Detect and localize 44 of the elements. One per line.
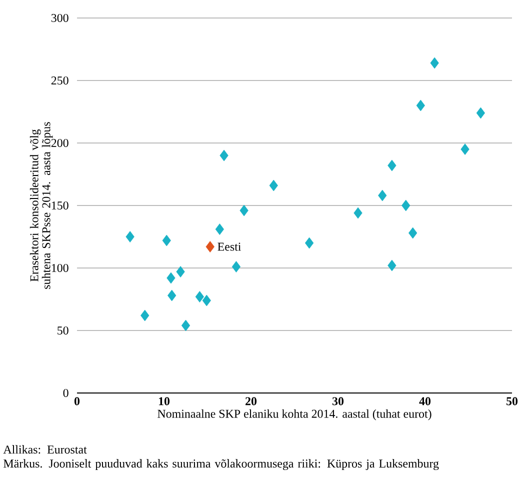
x-tick-label: 20 [246, 397, 257, 406]
text: Märkus. Jooniselt puuduvad kaks suurima võlakoormusega riiki: Küpros ja Luksemburg [4, 459, 439, 470]
x-tick-label: 50 [506, 397, 518, 406]
point [206, 241, 214, 252]
point [195, 291, 204, 302]
point [354, 207, 362, 219]
point [416, 100, 425, 112]
point [388, 260, 396, 272]
x-tick-label: 40 [419, 397, 431, 406]
point [430, 57, 439, 69]
y-tick-label: 50 [58, 326, 68, 335]
point [181, 320, 190, 332]
y-tick-label: 100 [52, 264, 68, 272]
series-label: Eesti [218, 242, 241, 251]
point [176, 266, 185, 278]
y-tick-label: 150 [52, 201, 68, 210]
point [126, 231, 134, 242]
x-tick-label: 30 [332, 397, 344, 406]
text: Allikas: Eurostat [3, 445, 87, 454]
point [304, 237, 314, 249]
point [460, 144, 470, 155]
point [408, 227, 418, 239]
y-axis-title: Erasektori konsolideeritud võlg suhtena SKPsse 2014. aasta lõpus [30, 122, 53, 289]
point [240, 204, 248, 216]
point [168, 290, 176, 302]
point [220, 150, 228, 162]
point [215, 224, 224, 235]
point [269, 180, 278, 192]
point [232, 261, 241, 272]
point [162, 234, 171, 246]
point [202, 294, 211, 306]
point [388, 160, 396, 172]
point [378, 190, 387, 202]
y-tick-label: 300 [51, 14, 68, 22]
point [140, 310, 150, 322]
x-axis-title: Nominaalne SKP elaniku kohta 2014. aastal (tuhat eurot) [158, 409, 432, 420]
y-tick-label: 200 [51, 138, 68, 148]
x-tick-label: 0 [74, 397, 80, 406]
point [166, 272, 176, 284]
y-tick-label: 0 [63, 388, 68, 398]
y-tick-label: 250 [51, 76, 68, 85]
point [476, 107, 486, 119]
x-tick-label: 10 [158, 397, 170, 406]
point [402, 200, 410, 212]
